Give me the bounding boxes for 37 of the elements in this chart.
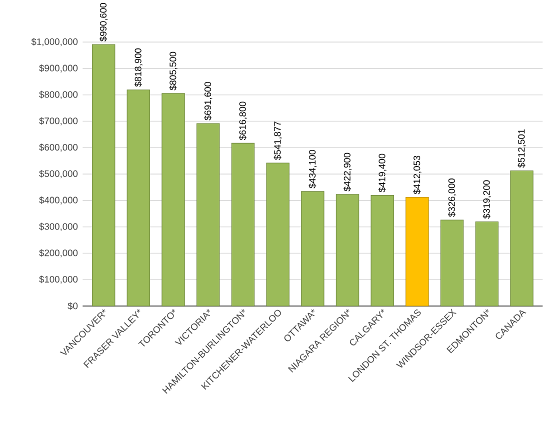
y-tick-label: $300,000 [39,222,78,231]
data-label: $434,100 [308,150,317,188]
data-label: $691,600 [204,82,212,120]
y-tick-label: $800,000 [39,90,78,99]
bar [126,90,150,306]
data-label: $422,900 [343,152,352,192]
bar [231,142,255,306]
data-label: $512,501 [518,129,526,168]
y-tick-label: $100,000 [39,276,78,284]
data-label: $818,900 [134,48,142,87]
bar [510,170,534,306]
data-label: $412,053 [413,156,422,194]
bar [475,221,499,306]
y-tick-label: $1,000,000 [31,38,78,46]
bar [370,195,394,306]
bar [196,123,220,306]
y-tick-label: $200,000 [39,249,78,258]
bar [162,93,185,306]
data-label: $419,400 [378,154,386,192]
y-tick-label: $500,000 [39,170,78,178]
data-label: $990,600 [100,3,108,42]
bar [336,194,360,306]
y-tick-label: $700,000 [39,117,78,126]
bar [266,162,290,306]
data-label: $326,000 [448,178,456,217]
data-label: $541,877 [274,122,282,160]
y-tick-label: $600,000 [39,144,78,152]
data-label: $805,500 [169,52,178,90]
bar [92,44,116,306]
bar [406,196,429,306]
data-label: $319,200 [482,180,491,219]
y-tick-label: $0 [68,302,78,310]
bar [301,191,324,306]
data-label: $616,800 [238,102,248,140]
y-tick-label: $900,000 [39,64,78,72]
y-tick-label: $400,000 [39,196,78,204]
bar [440,220,464,306]
